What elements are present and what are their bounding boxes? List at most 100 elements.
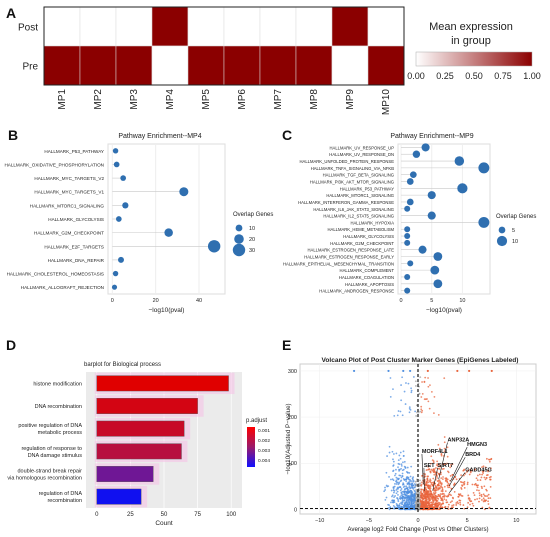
volcano-point [478, 473, 481, 476]
volcano-point [409, 480, 411, 483]
volcano-point [413, 483, 416, 485]
pathway-dot [427, 191, 436, 200]
panel-letter-c: C [282, 127, 292, 143]
volcano-point [415, 499, 418, 502]
volcano-point [425, 469, 428, 471]
volcano-point [405, 504, 408, 507]
volcano-point [403, 496, 405, 499]
volcano-point [463, 483, 465, 486]
volcano-point [439, 497, 442, 499]
volcano-point [402, 506, 405, 508]
volcano-point [401, 472, 404, 475]
volcano-point [420, 501, 423, 504]
volcano-point [414, 380, 417, 383]
volcano-point [443, 485, 446, 488]
volcano-point [397, 410, 400, 412]
pathway-dot [404, 273, 411, 280]
volcano-point [429, 470, 432, 473]
heatmap-cell [151, 45, 189, 86]
size-legend-label: 5 [512, 228, 515, 234]
volcano-point [482, 465, 485, 468]
volcano-point [441, 486, 444, 489]
gene-label: ANP32A [448, 437, 470, 443]
volcano-point [410, 489, 413, 492]
volcano-point [428, 468, 430, 471]
volcano-point [476, 484, 478, 487]
volcano-point [428, 485, 430, 488]
volcano-point [423, 380, 426, 383]
volcano-point [410, 480, 413, 483]
volcano-point [447, 482, 450, 485]
heatmap-legend-title: Mean expression [429, 21, 513, 33]
volcano-point [412, 476, 415, 478]
volcano-point [473, 494, 476, 497]
volcano-point [415, 502, 418, 504]
volcano-point [415, 415, 418, 417]
volcano-point [401, 469, 404, 472]
volcano-point [433, 498, 436, 500]
colorbar-title: p.adjust [246, 418, 267, 424]
size-legend-label: 10 [512, 239, 518, 245]
volcano-point [483, 485, 486, 488]
heatmap-column-label: MP5 [201, 89, 212, 110]
category-label: regulation of response to [21, 446, 82, 452]
volcano-point [426, 475, 429, 478]
volcano-point [490, 369, 493, 373]
heatmap-column-label: MP3 [129, 89, 140, 110]
volcano-point [399, 489, 402, 492]
volcano-point [433, 473, 436, 476]
volcano-point [468, 473, 471, 476]
volcano-point [482, 493, 485, 496]
volcano-point [407, 504, 410, 507]
bar [96, 375, 229, 392]
volcano-point [447, 503, 450, 506]
volcano-point [417, 411, 420, 414]
volcano-point [395, 489, 398, 491]
pathway-dot [430, 265, 440, 275]
volcano-point [430, 455, 433, 458]
volcano-point [408, 478, 411, 481]
volcano-point [403, 465, 406, 468]
volcano-point [424, 473, 427, 476]
volcano-point [438, 482, 440, 484]
heatmap-row-label: Post [18, 23, 38, 34]
volcano-point [484, 466, 487, 469]
volcano-point [397, 483, 400, 486]
gene-label-leader [421, 453, 424, 485]
volcano-point [394, 495, 396, 497]
volcano-point [461, 485, 464, 487]
volcano-point [432, 497, 435, 500]
volcano-point [392, 388, 394, 390]
volcano-point [418, 485, 421, 488]
pathway-label: HALLMARK_MYC_TARGETS_V2 [34, 176, 104, 181]
volcano-point [436, 477, 438, 479]
volcano-point [402, 369, 405, 373]
volcano-point [399, 495, 402, 498]
volcano-point [401, 414, 404, 417]
volcano-point [404, 494, 407, 497]
volcano-point [449, 466, 452, 469]
pathway-dot [115, 216, 122, 222]
volcano-point [408, 483, 411, 485]
size-legend-dot [496, 235, 508, 247]
pathway-dot [112, 148, 119, 154]
volcano-point [421, 381, 423, 383]
volcano-point [397, 494, 399, 496]
volcano-point [393, 501, 396, 504]
volcano-point [420, 411, 423, 414]
gene-label: HMGN3 [467, 442, 487, 448]
pathway-dot [111, 284, 118, 290]
volcano-point [402, 483, 405, 486]
volcano-point [487, 503, 490, 505]
category-label: double-strand break repair [17, 469, 82, 475]
volcano-point [408, 411, 411, 414]
volcano-point [403, 488, 406, 491]
volcano-point [467, 497, 470, 500]
volcano-point [432, 461, 435, 464]
volcano-point [433, 468, 436, 470]
pathway-dot [421, 143, 430, 152]
volcano-point [405, 485, 408, 488]
pathway-label: HALLMARK_EPITHELIAL_MESENCHYMAL_TRANSITI… [283, 261, 394, 266]
heatmap-cell [79, 45, 117, 86]
volcano-point [432, 501, 435, 503]
